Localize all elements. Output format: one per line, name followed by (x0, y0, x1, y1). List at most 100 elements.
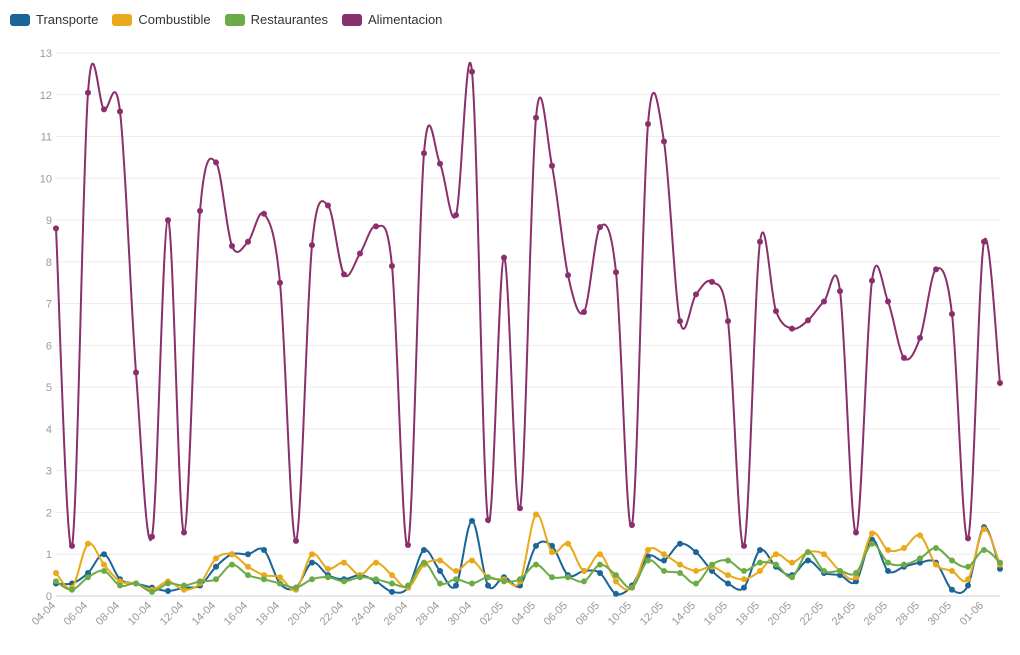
legend-item-restaurantes[interactable]: Restaurantes (224, 12, 328, 27)
x-tick-label-14-05: 14-05 (670, 600, 698, 628)
x-tick-label-22-04: 22-04 (318, 600, 346, 628)
data-point-alimentacion-28-04 (437, 160, 443, 167)
data-point-restaurantes-24-04 (373, 576, 379, 583)
x-tick-label-20-04: 20-04 (286, 600, 314, 628)
data-point-transporte-24-05 (853, 578, 859, 585)
data-point-restaurantes-22-05 (821, 567, 827, 574)
y-tick-label-9: 9 (46, 215, 52, 227)
data-point-restaurantes-19-05 (773, 561, 779, 568)
data-point-transporte-25-05 (869, 536, 875, 543)
data-point-alimentacion-24-05 (853, 529, 859, 536)
data-point-restaurantes-23-05 (837, 567, 843, 574)
data-point-alimentacion-13-04 (197, 207, 203, 214)
data-point-alimentacion-06-04 (85, 89, 91, 96)
data-point-alimentacion-23-05 (837, 288, 843, 295)
data-point-combustible-05-05 (549, 549, 555, 556)
data-point-alimentacion-29-04 (453, 212, 459, 219)
x-tick-label-20-05: 20-05 (766, 600, 794, 628)
data-point-restaurantes-03-05 (517, 576, 523, 583)
x-tick-label-28-05: 28-05 (894, 600, 922, 628)
y-tick-label-1: 1 (46, 549, 52, 561)
x-tick-label-08-05: 08-05 (574, 600, 602, 628)
legend-label-alimentacion: Alimentacion (367, 12, 443, 27)
data-point-restaurantes-15-04 (229, 561, 235, 568)
data-point-alimentacion-04-05 (533, 114, 539, 121)
data-point-combustible-17-05 (741, 576, 747, 583)
data-point-combustible-08-04 (117, 578, 123, 585)
data-point-alimentacion-16-05 (725, 318, 731, 325)
x-tick-label-26-04: 26-04 (382, 600, 410, 628)
data-point-alimentacion-07-04 (101, 106, 107, 113)
data-point-combustible-04-04 (53, 570, 59, 577)
data-point-alimentacion-28-05 (917, 334, 923, 341)
data-point-alimentacion-15-05 (709, 278, 715, 285)
data-point-alimentacion-15-04 (229, 242, 235, 249)
data-point-alimentacion-02-05 (501, 254, 507, 261)
data-point-combustible-30-05 (949, 567, 955, 574)
legend-item-combustible[interactable]: Combustible (112, 12, 211, 27)
data-point-transporte-27-04 (421, 547, 427, 554)
data-point-combustible-06-05 (565, 540, 571, 547)
data-point-combustible-14-05 (693, 567, 699, 574)
data-point-transporte-18-05 (757, 547, 763, 554)
legend-swatch-combustible (112, 13, 133, 26)
data-point-alimentacion-05-04 (69, 542, 75, 549)
data-point-alimentacion-27-04 (421, 150, 427, 157)
data-point-combustible-19-05 (773, 551, 779, 558)
x-tick-label-30-04: 30-04 (446, 600, 474, 628)
y-tick-label-3: 3 (46, 466, 52, 478)
data-point-transporte-15-05 (709, 567, 715, 574)
legend-item-transporte[interactable]: Transporte (10, 12, 98, 27)
y-tick-label-0: 0 (46, 591, 52, 603)
data-point-combustible-01-06 (981, 526, 987, 533)
data-point-transporte-28-04 (437, 567, 443, 574)
data-point-alimentacion-10-05 (629, 521, 635, 528)
data-point-restaurantes-13-04 (197, 578, 203, 585)
data-point-alimentacion-25-04 (389, 263, 395, 270)
x-tick-label-12-04: 12-04 (158, 600, 186, 628)
data-point-restaurantes-19-04 (293, 584, 299, 591)
data-point-restaurantes-15-05 (709, 561, 715, 568)
legend-label-combustible: Combustible (138, 12, 211, 27)
data-point-combustible-16-05 (725, 572, 731, 579)
data-point-combustible-21-04 (325, 565, 331, 572)
data-point-combustible-31-05 (965, 576, 971, 583)
data-point-alimentacion-26-05 (885, 298, 891, 305)
data-point-restaurantes-30-04 (469, 580, 475, 587)
data-point-restaurantes-29-04 (453, 576, 459, 583)
x-tick-label-04-04: 04-04 (30, 600, 58, 628)
data-point-restaurantes-07-05 (581, 578, 587, 585)
data-point-restaurantes-28-04 (437, 580, 443, 587)
series-line-alimentacion (55, 61, 1001, 549)
data-point-combustible-29-05 (933, 561, 939, 568)
data-point-combustible-20-05 (789, 559, 795, 566)
data-point-transporte-29-04 (453, 582, 459, 589)
x-tick-label-14-04: 14-04 (190, 600, 218, 628)
data-point-restaurantes-27-05 (901, 561, 907, 568)
data-point-transporte-14-04 (213, 563, 219, 570)
data-point-alimentacion-05-05 (549, 162, 555, 169)
data-point-restaurantes-14-05 (693, 580, 699, 587)
data-point-combustible-18-04 (277, 574, 283, 581)
data-point-combustible-22-04 (341, 559, 347, 566)
data-point-alimentacion-23-04 (357, 250, 363, 257)
data-point-alimentacion-19-05 (773, 308, 779, 315)
x-tick-label-16-04: 16-04 (222, 600, 250, 628)
data-point-restaurantes-01-05 (485, 574, 491, 581)
data-point-transporte-28-05 (917, 559, 923, 566)
data-point-transporte-13-05 (677, 540, 683, 547)
data-point-restaurantes-20-05 (789, 574, 795, 581)
x-tick-label-12-05: 12-05 (638, 600, 666, 628)
y-tick-label-2: 2 (46, 507, 52, 519)
data-point-alimentacion-09-05 (613, 269, 619, 276)
data-point-restaurantes-14-04 (213, 576, 219, 583)
data-point-alimentacion-21-04 (325, 202, 331, 209)
x-tick-label-18-05: 18-05 (734, 600, 762, 628)
data-point-restaurantes-01-06 (981, 547, 987, 554)
y-tick-label-11: 11 (41, 132, 52, 144)
x-tick-label-18-04: 18-04 (254, 600, 282, 628)
legend-item-alimentacion[interactable]: Alimentacion (341, 12, 443, 27)
data-point-restaurantes-09-04 (133, 580, 139, 587)
x-tick-label-06-05: 06-05 (542, 600, 570, 628)
